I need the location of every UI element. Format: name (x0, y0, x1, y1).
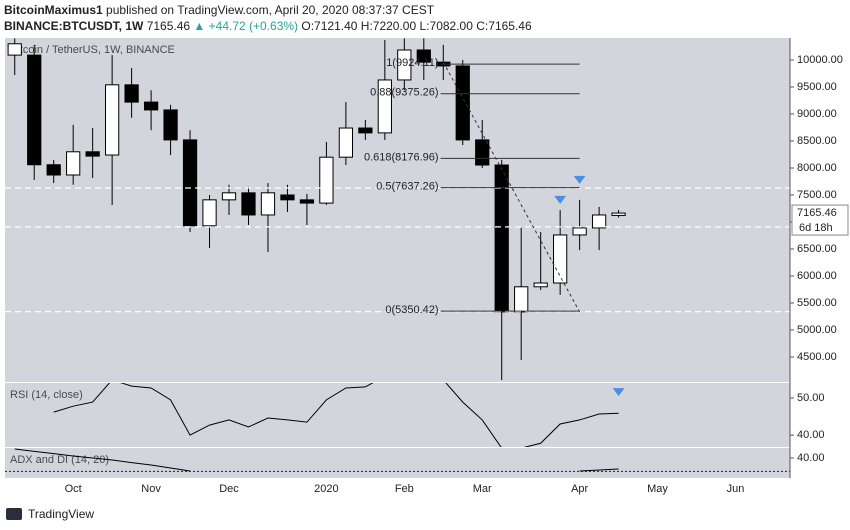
y-tick-label: 40.00 (797, 429, 825, 441)
pane-title: RSI (14, close) (10, 389, 83, 401)
symbol: BINANCE:BTCUSDT, 1W (4, 19, 144, 33)
header-line: BitcoinMaximus1 published on TradingView… (4, 2, 532, 18)
candle-body (455, 65, 470, 141)
candle-body (553, 234, 568, 284)
candle-body (46, 164, 61, 176)
x-tick-label: Nov (141, 483, 161, 495)
candle-body (591, 214, 607, 229)
candle-body (85, 151, 100, 157)
y-tick-label: 50.00 (797, 392, 825, 404)
ohlc-key: L: (419, 19, 430, 33)
ohlc-value: 7220.00 (372, 19, 417, 33)
ohlc-value: 7082.00 (429, 19, 473, 33)
candle-body (377, 79, 392, 134)
published: published on TradingView.com, April 20, … (106, 3, 435, 17)
candle-body (572, 227, 587, 236)
y-tick-label: 8000.00 (797, 162, 837, 174)
y-tick-label: 5000.00 (797, 324, 837, 336)
y-tick-label: 9500.00 (797, 81, 837, 93)
y-tick-label: 40.00 (797, 452, 825, 464)
axes: 4500.005000.005500.006000.006500.007000.… (5, 38, 850, 495)
y-tick-label: 6000.00 (797, 270, 837, 282)
adx-pane: ADX and DI (14, 20) (5, 448, 790, 478)
x-tick-label: May (647, 483, 668, 495)
y-tick-label: 7500.00 (797, 189, 837, 201)
candle-body (124, 84, 139, 103)
x-tick-label: Feb (395, 483, 414, 495)
fib-label: 0.88(9375.26) (370, 87, 439, 99)
candle-body (7, 43, 22, 56)
candle-body (338, 127, 354, 158)
header: BitcoinMaximus1 published on TradingView… (4, 2, 532, 34)
fib-label: 0.5(7637.26) (376, 180, 438, 192)
series-line (14, 448, 619, 472)
pane-background (5, 448, 790, 478)
y-tick-label: 9000.00 (797, 108, 837, 120)
last: 7165.46 (146, 19, 191, 33)
price-axis-bg (790, 38, 850, 478)
candle-body (221, 192, 237, 201)
author: BitcoinMaximus1 (4, 3, 103, 17)
ohlc-key: C: (476, 19, 489, 33)
price-pane: Bitcoin / TetherUS, 1W, BINANCE 1(9924.11… (5, 38, 790, 382)
countdown: 6d 18h (799, 222, 833, 234)
candle-body (299, 199, 315, 204)
x-tick-label: Dec (219, 483, 239, 495)
candle-body (260, 192, 276, 216)
candle-body (241, 192, 256, 216)
x-tick-label: Jun (727, 483, 745, 495)
candle-body (163, 109, 178, 141)
candle-body (202, 199, 217, 227)
candle-body (280, 194, 295, 201)
change: ▲ +44.72 (+0.63%) (193, 19, 299, 33)
candle-body (27, 54, 42, 166)
x-tick-label: Mar (473, 483, 492, 495)
x-tick-label: 2020 (314, 483, 338, 495)
marker (554, 195, 567, 204)
fib-label: 1(9924.11) (386, 57, 438, 69)
candle-body (475, 139, 490, 166)
candle-body (319, 156, 334, 204)
pane-title: ADX and DI (14, 20) (10, 454, 109, 466)
candle-body (105, 84, 120, 156)
marker (573, 175, 586, 184)
fib-label: 0(5350.42) (385, 304, 438, 316)
ohlc-key: H: (360, 19, 373, 33)
header-line: BINANCE:BTCUSDT, 1W 7165.46 ▲ +44.72 (+0… (4, 18, 532, 34)
ohlc-value: 7165.46 (488, 19, 532, 33)
candle-body (514, 286, 529, 313)
ohlc-key: O: (301, 19, 315, 33)
pane-title: Bitcoin / TetherUS, 1W, BINANCE (10, 44, 175, 56)
logo-mark (6, 508, 22, 520)
y-tick-label: 6500.00 (797, 243, 837, 255)
marker (612, 388, 625, 397)
series-line (53, 383, 619, 447)
candle-body (358, 127, 373, 134)
candle-body (143, 101, 159, 111)
y-tick-label: 5500.00 (797, 297, 837, 309)
candle-body (533, 282, 548, 288)
fib-label: 0.618(8176.96) (364, 151, 439, 163)
logo: TradingView (6, 507, 94, 521)
candle-body (611, 212, 626, 216)
candle-body (416, 49, 431, 63)
candle-body (182, 139, 198, 227)
y-tick-label: 10000.00 (797, 54, 843, 66)
pane-background (5, 383, 790, 447)
x-tick-label: Apr (571, 483, 588, 495)
price-label: 7165.46 (797, 207, 837, 219)
y-tick-label: 8500.00 (797, 135, 837, 147)
x-tick-label: Oct (65, 483, 82, 495)
candle-body (397, 49, 412, 81)
price-label-box (791, 204, 849, 236)
y-tick-label: 4500.00 (797, 351, 837, 363)
candle-body (66, 151, 81, 176)
ohlc-value: 7121.40 (314, 19, 358, 33)
rsi-pane: RSI (14, close) (5, 383, 790, 447)
candle-body (494, 164, 509, 313)
brand: TradingView (28, 507, 94, 521)
